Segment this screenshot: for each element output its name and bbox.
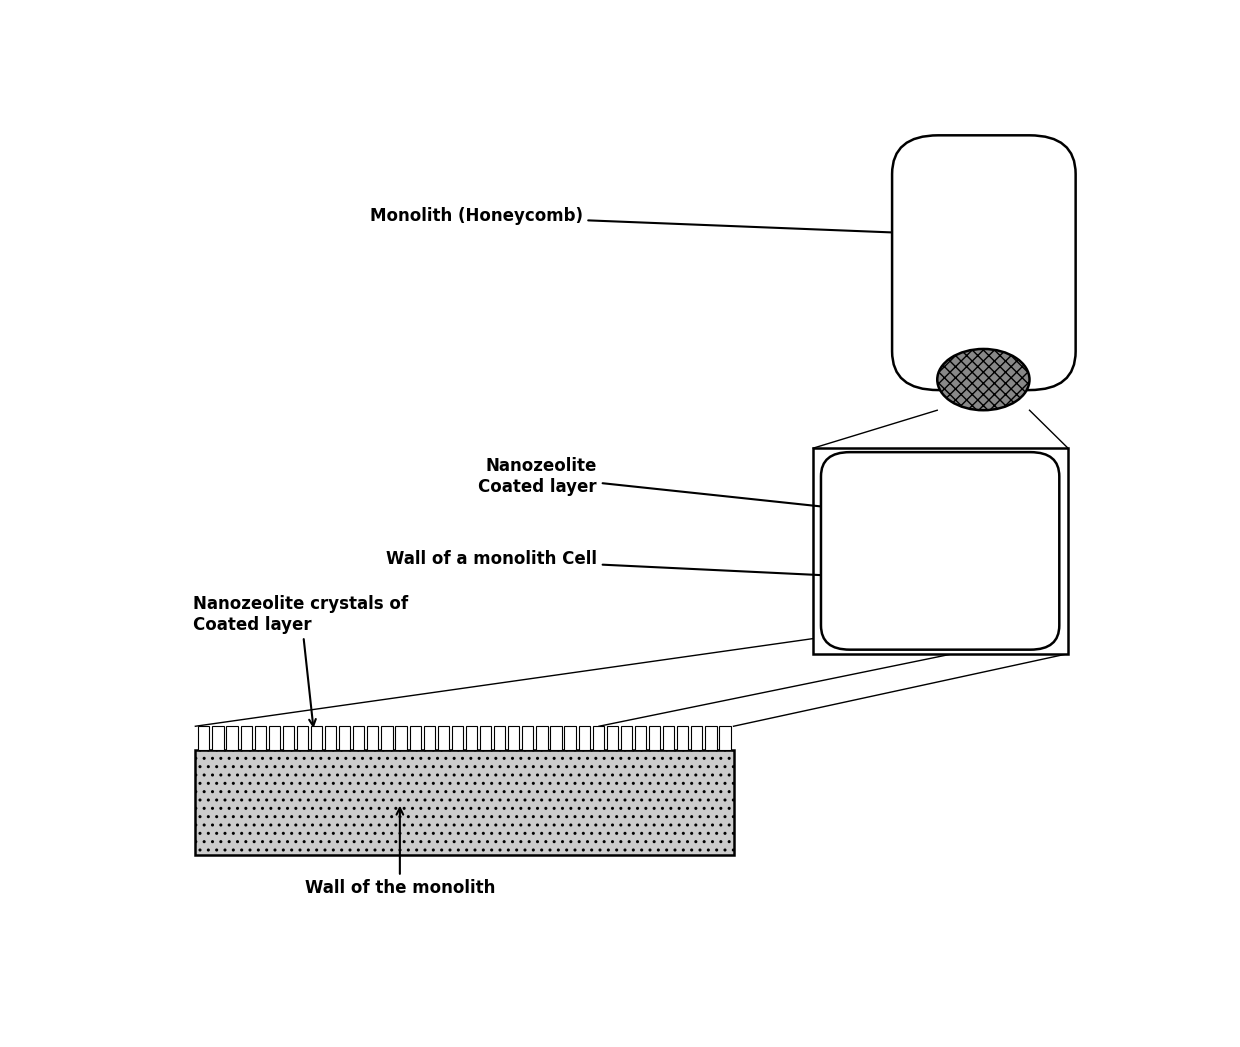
Text: Monolith (Honeycomb): Monolith (Honeycomb) [370,207,980,239]
Bar [283,727,294,751]
Text: Wall of a monolith Cell: Wall of a monolith Cell [386,551,832,579]
Bar [296,727,308,751]
Bar [635,727,646,751]
Bar [593,727,604,751]
Bar [409,727,420,751]
Bar [691,727,703,751]
Bar [564,727,575,751]
Bar [396,727,407,751]
Bar [212,727,223,751]
Bar [466,727,477,751]
Ellipse shape [937,349,1029,410]
Bar [837,466,1044,636]
Bar [606,727,618,751]
Bar [227,727,238,751]
Bar [649,727,660,751]
Bar [621,727,632,751]
Bar [719,727,730,751]
Bar [382,727,393,751]
Bar [480,727,491,751]
Bar [508,727,520,751]
Bar [339,727,351,751]
Bar [198,727,210,751]
Bar [353,727,365,751]
Bar [196,751,734,855]
Bar [269,727,280,751]
Bar [254,727,265,751]
Bar [579,727,590,751]
Bar [311,727,322,751]
Bar [537,727,548,751]
Bar [813,448,1068,653]
Bar [494,727,505,751]
Bar [663,727,675,751]
Text: Nanozeolite crystals of
Coated layer: Nanozeolite crystals of Coated layer [193,595,408,726]
Bar [522,727,533,751]
FancyBboxPatch shape [821,452,1059,649]
Bar [677,727,688,751]
Bar [241,727,252,751]
FancyBboxPatch shape [892,135,1075,391]
Bar [706,727,717,751]
Bar [424,727,435,751]
Text: Wall of the monolith: Wall of the monolith [305,808,495,897]
Bar [367,727,378,751]
Bar [451,727,463,751]
Text: Nanozeolite
Coated layer: Nanozeolite Coated layer [479,456,832,510]
Bar [325,727,336,751]
Bar [551,727,562,751]
Bar [438,727,449,751]
